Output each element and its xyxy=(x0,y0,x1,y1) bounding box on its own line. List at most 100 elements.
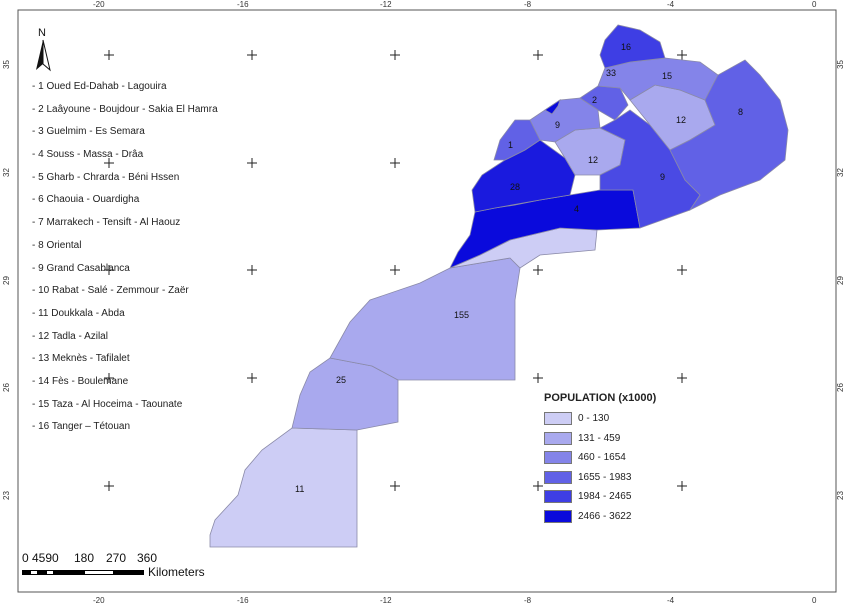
region-list-item: - 7 Marrakech - Tensift - Al Haouz xyxy=(32,217,181,229)
top-tick-label: -16 xyxy=(237,0,249,9)
bottom-tick-label: 0 xyxy=(812,596,817,605)
region-oued-ed-dahab xyxy=(209,427,358,548)
region-souss-massa-draa xyxy=(449,189,641,269)
region-list-item: - 4 Souss - Massa - Drâa xyxy=(32,149,144,161)
region-guelmim xyxy=(329,257,521,381)
bottom-tick-label: -4 xyxy=(667,596,675,605)
legend-row: 131 - 459 xyxy=(544,429,656,449)
region-list-item: - 3 Guelmim - Es Semara xyxy=(32,126,145,138)
legend-swatch xyxy=(544,412,572,426)
graticule-crosses xyxy=(104,50,687,491)
legend-label: 1984 - 2465 xyxy=(578,491,632,503)
legend-swatch xyxy=(544,509,572,523)
bottom-tick-label: -20 xyxy=(93,596,105,605)
bottom-tick-label: -16 xyxy=(237,596,249,605)
legend-row: 2466 - 3622 xyxy=(544,507,656,527)
legend-label: 460 - 1654 xyxy=(578,452,626,464)
region-list-item: - 11 Doukkala - Abda xyxy=(32,307,125,319)
scale-tick-label: 180 xyxy=(74,551,95,565)
legend-label: 0 - 130 xyxy=(578,413,610,425)
region-value-label: 16 xyxy=(621,42,631,52)
scale-tick-label: 0 xyxy=(22,551,29,565)
right-tick-label: 32 xyxy=(836,168,845,177)
right-tick-label: 26 xyxy=(836,383,845,392)
legend-swatch xyxy=(544,470,572,484)
left-tick-label: 26 xyxy=(2,383,11,392)
legend-label: 2466 - 3622 xyxy=(578,510,632,522)
legend-rows: 0 - 130 131 - 459 460 - 1654 1655 - 1983 198… xyxy=(544,409,656,526)
bottom-tick-labels: -20 -16 -12 -8 -4 0 xyxy=(93,596,817,605)
map-frame-border xyxy=(17,9,837,593)
legend-swatch xyxy=(544,431,572,445)
region-list-item: - 8 Oriental xyxy=(32,239,82,251)
region-list-item: - 15 Taza - Al Hoceima - Taounate xyxy=(32,398,183,410)
region-grand-casablanca xyxy=(544,99,561,115)
region-list-item: - 2 Laâyoune - Boujdour - Sakia El Hamra xyxy=(32,103,218,115)
left-tick-labels: 35 32 29 26 23 xyxy=(2,60,11,500)
legend-swatch xyxy=(544,490,572,504)
region-value-label: 25 xyxy=(336,375,346,385)
legend-row: 1984 - 2465 xyxy=(544,487,656,507)
north-arrow-icon: N xyxy=(36,27,51,72)
top-tick-label: -8 xyxy=(524,0,532,9)
legend-row: 460 - 1654 xyxy=(544,448,656,468)
region-value-label: 9 xyxy=(660,172,665,182)
scale-tick-label: 360 xyxy=(137,551,158,565)
top-tick-label: 0 xyxy=(812,0,817,9)
region-value-label: 4 xyxy=(574,204,579,214)
legend-row: 1655 - 1983 xyxy=(544,468,656,488)
top-tick-label: -12 xyxy=(380,0,392,9)
bottom-tick-label: -12 xyxy=(380,596,392,605)
region-list-item: - 12 Tadla - Azilal xyxy=(32,330,108,342)
region-value-label: 28 xyxy=(510,182,520,192)
region-oriental xyxy=(669,59,789,212)
scale-unit-label: Kilometers xyxy=(148,565,205,579)
region-list-item: - 14 Fès - Boulemane xyxy=(32,375,129,387)
region-value-label: 155 xyxy=(454,310,469,320)
legend-swatch xyxy=(544,451,572,465)
right-tick-label: 23 xyxy=(836,491,845,500)
region-value-label: 8 xyxy=(738,107,743,117)
scale-bar: 0 4590 180 270 360 Kilometers xyxy=(22,551,205,579)
north-label: N xyxy=(38,27,46,39)
region-value-label: 1 xyxy=(508,140,513,150)
scale-tick-labels: 0 4590 180 270 360 xyxy=(22,551,172,565)
top-tick-labels: -20 -16 -12 -8 -4 0 xyxy=(93,0,817,9)
top-tick-label: -4 xyxy=(667,0,675,9)
north-arrow: N xyxy=(32,26,54,74)
left-tick-label: 29 xyxy=(2,276,11,285)
region-list-item: - 1 Oued Ed-Dahab - Lagouira xyxy=(32,81,167,92)
region-value-labels: 16 33 15 2 8 9 12 1 12 28 9 4 155 25 11 xyxy=(295,42,743,494)
region-name-list: - 1 Oued Ed-Dahab - Lagouira - 2 Laâyoune… xyxy=(32,80,218,443)
region-value-label: 12 xyxy=(676,115,686,125)
scale-tick-label: 270 xyxy=(106,551,127,565)
region-list-item: - 5 Gharb - Chrarda - Béni Hssen xyxy=(32,171,180,183)
region-value-label: 9 xyxy=(555,120,560,130)
legend-label: 1655 - 1983 xyxy=(578,471,632,483)
choropleth-regions xyxy=(209,24,789,548)
top-tick-label: -20 xyxy=(93,0,105,9)
region-list-item: - 10 Rabat - Salé - Zemmour - Zaër xyxy=(32,285,189,297)
region-list-item: - 6 Chaouia - Ouardigha xyxy=(32,194,140,206)
scale-tick-label: 4590 xyxy=(32,551,59,565)
region-list-item: - 9 Grand Casablanca xyxy=(32,262,130,274)
left-tick-label: 35 xyxy=(2,60,11,69)
scale-bar-graphic: Kilometers xyxy=(22,565,205,579)
region-tanger-tetouan xyxy=(599,24,666,69)
legend: POPULATION (x1000) 0 - 130 131 - 459 460 -… xyxy=(544,392,656,526)
bottom-tick-label: -8 xyxy=(524,596,532,605)
legend-title: POPULATION (x1000) xyxy=(544,392,657,404)
region-list-item: - 16 Tanger – Tétouan xyxy=(32,421,131,433)
region-value-label: 33 xyxy=(606,68,616,78)
legend-label: 131 - 459 xyxy=(578,432,621,444)
legend-row: 0 - 130 xyxy=(544,409,656,429)
left-tick-label: 23 xyxy=(2,491,11,500)
region-marrakech xyxy=(471,139,576,213)
region-value-label: 2 xyxy=(592,95,597,105)
region-value-label: 12 xyxy=(588,155,598,165)
region-value-label: 15 xyxy=(662,71,672,81)
right-tick-label: 29 xyxy=(836,276,845,285)
region-value-label: 11 xyxy=(295,484,304,494)
right-tick-labels: 35 32 29 26 23 xyxy=(836,60,845,500)
